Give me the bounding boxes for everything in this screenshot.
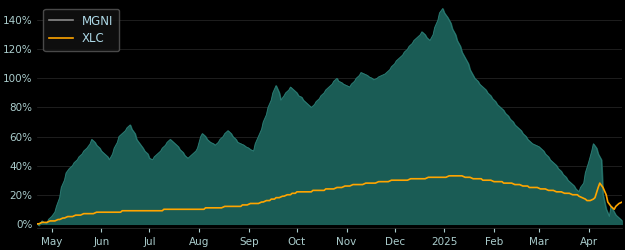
Legend: MGNI, XLC: MGNI, XLC [43,9,119,51]
